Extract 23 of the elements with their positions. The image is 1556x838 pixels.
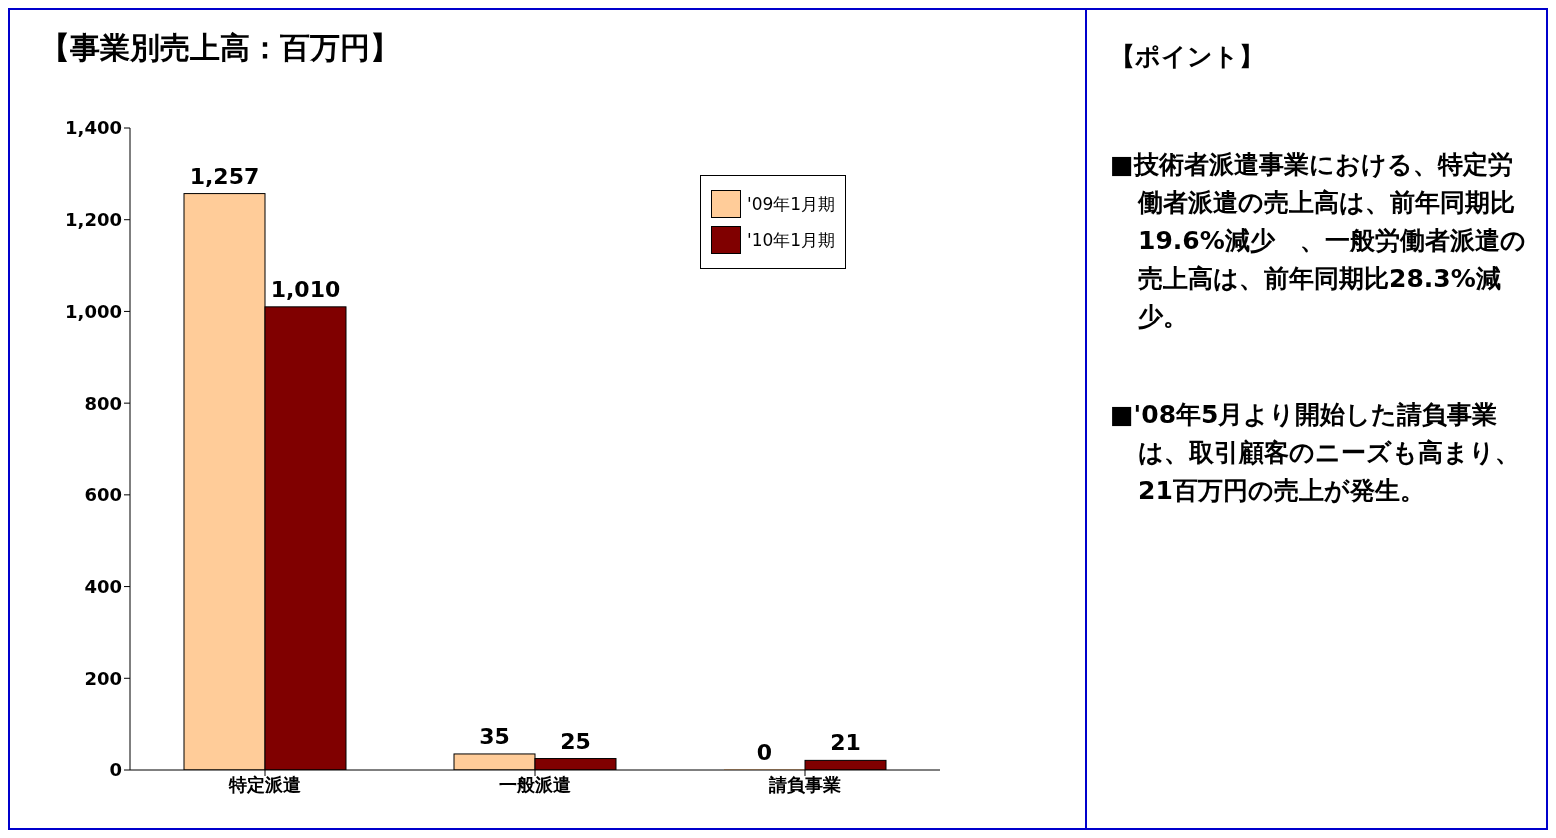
y-tick-label: 400	[84, 575, 122, 597]
chart-title: 【事業別売上高：百万円】	[40, 29, 400, 67]
y-tick-label: 1,200	[65, 209, 122, 231]
y-tick-label: 600	[84, 484, 122, 506]
data-label: 0	[756, 740, 773, 765]
text: ■'08年5月より開始した請負事業は、取引顧客のニーズも高まり、21百万円の売上が発生。	[1110, 399, 1521, 507]
x-tick-label: 請負事業	[768, 773, 841, 795]
y-tick-label: 1,000	[65, 300, 122, 322]
legend-label: '09年1月期	[747, 192, 836, 216]
y-tick-label: 200	[84, 667, 122, 689]
x-tick-label: 一般派遣	[499, 773, 571, 795]
data-label: 35	[479, 723, 510, 749]
data-label: 25	[560, 728, 591, 754]
text: ■技術者派遣事業における、特定労働者派遣の売上高は、前年同期比19.6%減少 、一般労働者派遣の売上高は、前年同期比28.3%減少。	[1110, 149, 1527, 333]
y-tick-label: 800	[84, 392, 122, 414]
data-label: 1,010	[270, 276, 341, 302]
data-label: 1,257	[189, 163, 260, 189]
y-tick-label: 0	[109, 759, 122, 781]
x-tick-label: 特定派遣	[228, 773, 301, 795]
legend-label: '10年1月期	[747, 228, 836, 252]
text: 【ポイント】	[1110, 41, 1265, 73]
y-tick-label: 1,400	[65, 117, 122, 139]
data-label: 21	[830, 730, 861, 756]
